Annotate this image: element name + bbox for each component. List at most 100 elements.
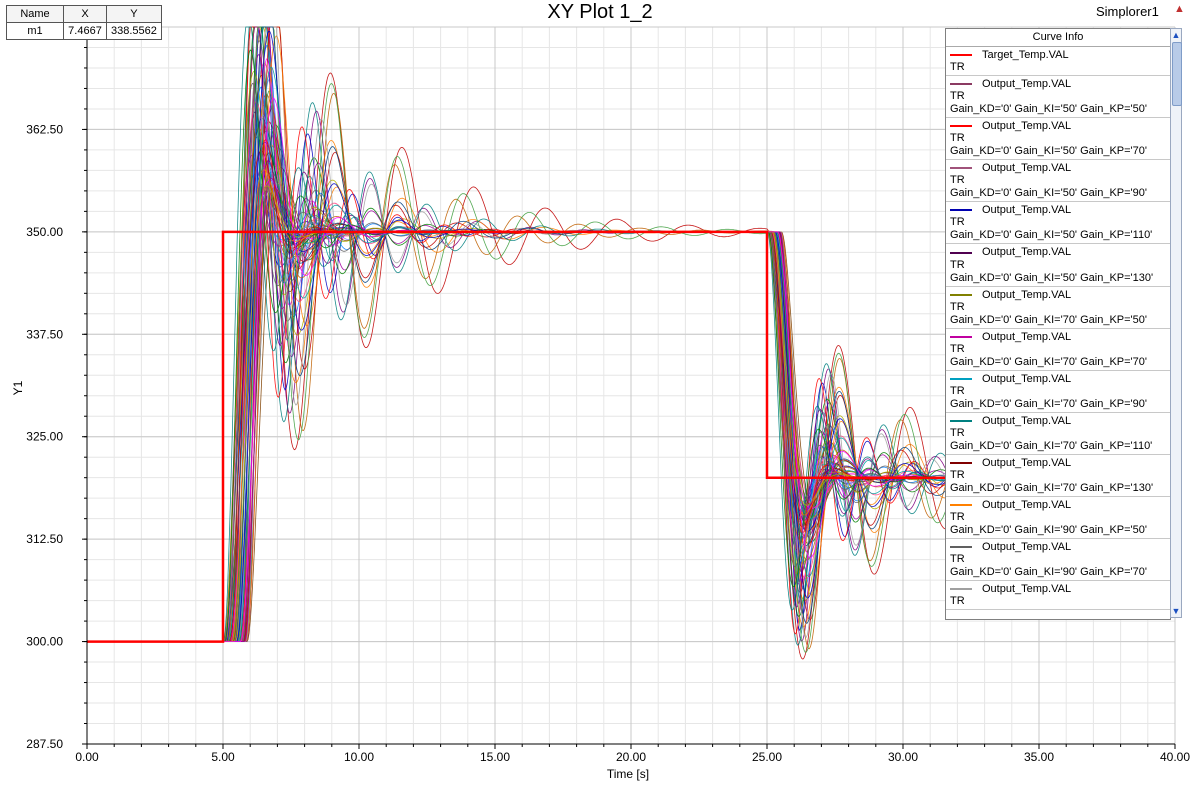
legend-curve-name: Output_Temp.VAL: [982, 414, 1072, 427]
legend-curve-name: Output_Temp.VAL: [982, 162, 1072, 175]
legend-entry[interactable]: Output_Temp.VAL TR Gain_KD='0' Gain_KI='90…: [946, 497, 1170, 540]
legend-entry[interactable]: Output_Temp.VAL TR Gain_KD='0' Gain_KI='70…: [946, 371, 1170, 413]
legend-curve-type: TR: [950, 426, 965, 439]
y-tick-label: 350.00: [26, 225, 63, 239]
marker-y: 338.5562: [106, 22, 162, 40]
y-tick-label: 337.50: [26, 327, 63, 341]
curve-info-legend[interactable]: Curve Info Target_Temp.VAL TR Output_Temp.…: [945, 28, 1171, 620]
x-tick-label: 15.00: [480, 750, 510, 764]
legend-scrollbar[interactable]: ▲ ▼: [1170, 28, 1182, 618]
legend-swatch: [950, 335, 972, 338]
legend-curve-name: Output_Temp.VAL: [982, 541, 1072, 554]
x-tick-label: 5.00: [211, 750, 235, 764]
legend-entry[interactable]: Output_Temp.VAL TR Gain_KD='0' Gain_KI='70…: [946, 455, 1170, 498]
legend-curve-name: Output_Temp.VAL: [982, 583, 1072, 596]
y-axis-label: Y1: [11, 380, 25, 395]
legend-curve-params: Gain_KD='0' Gain_KI='70' Gain_KP='110': [950, 439, 1153, 452]
y-tick-label: 362.50: [26, 122, 63, 136]
legend-entry[interactable]: Output_Temp.VAL TR Gain_KD='0' Gain_KI='90…: [946, 539, 1170, 582]
marker-table[interactable]: Name X Y m1 7.4667 338.5562: [6, 5, 162, 40]
marker-x: 7.4667: [63, 22, 107, 40]
legend-curve-params: Gain_KD='0' Gain_KI='90' Gain_KP='50': [950, 524, 1147, 537]
legend-swatch: [950, 293, 972, 296]
legend-curve-name: Target_Temp.VAL: [982, 49, 1069, 62]
legend-entry[interactable]: Output_Temp.VAL TR Gain_KD='0' Gain_KI='50…: [946, 244, 1170, 287]
legend-entries: Target_Temp.VAL TR Output_Temp.VAL TR Gain_K…: [946, 47, 1170, 611]
legend-curve-type: TR: [950, 595, 965, 608]
marker-header-y: Y: [106, 5, 162, 23]
legend-curve-name: Output_Temp.VAL: [982, 246, 1072, 259]
legend-curve-type: TR: [950, 469, 965, 482]
legend-curve-name: Output_Temp.VAL: [982, 120, 1072, 133]
legend-curve-params: Gain_KD='0' Gain_KI='90' Gain_KP='70': [950, 566, 1147, 579]
legend-entry[interactable]: Output_Temp.VAL TR Gain_KD='0' Gain_KI='50…: [946, 76, 1170, 119]
legend-entry[interactable]: Output_Temp.VAL TR Gain_KD='0' Gain_KI='70…: [946, 287, 1170, 329]
legend-entry[interactable]: Output_Temp.VAL TR Gain_KD='0' Gain_KI='50…: [946, 202, 1170, 245]
x-tick-label: 25.00: [752, 750, 782, 764]
legend-curve-type: TR: [950, 342, 965, 355]
marker-header-name: Name: [6, 5, 64, 23]
legend-swatch: [950, 462, 972, 465]
legend-curve-params: Gain_KD='0' Gain_KI='70' Gain_KP='130': [950, 482, 1154, 495]
scroll-thumb[interactable]: [1172, 42, 1182, 106]
legend-curve-type: TR: [950, 90, 965, 103]
marker-name[interactable]: m1: [6, 22, 64, 40]
legend-curve-name: Output_Temp.VAL: [982, 499, 1072, 512]
legend-curve-name: Output_Temp.VAL: [982, 288, 1072, 301]
legend-swatch: [950, 54, 972, 57]
legend-curve-name: Output_Temp.VAL: [982, 78, 1072, 91]
legend-curve-name: Output_Temp.VAL: [982, 457, 1072, 470]
legend-entry[interactable]: Target_Temp.VAL TR: [946, 47, 1170, 77]
legend-swatch: [950, 167, 972, 170]
legend-entry[interactable]: Output_Temp.VAL TR: [946, 581, 1170, 611]
legend-swatch: [950, 83, 972, 86]
marker-header-x: X: [63, 5, 107, 23]
legend-entry[interactable]: Output_Temp.VAL TR Gain_KD='0' Gain_KI='70…: [946, 329, 1170, 371]
legend-curve-type: TR: [950, 258, 965, 271]
tick-labels: 0.00 5.00 10.00 15.00 20.00 25.00 30.00 35.00 40…: [26, 122, 1190, 764]
legend-curve-params: Gain_KD='0' Gain_KI='50' Gain_KP='50': [950, 103, 1147, 116]
scroll-up-icon[interactable]: ▲: [1171, 30, 1181, 40]
legend-curve-params: Gain_KD='0' Gain_KI='50' Gain_KP='110': [950, 229, 1153, 242]
legend-swatch: [950, 377, 972, 380]
legend-curve-params: Gain_KD='0' Gain_KI='70' Gain_KP='90': [950, 397, 1147, 410]
legend-curve-type: TR: [950, 216, 965, 229]
legend-entry[interactable]: Output_Temp.VAL TR Gain_KD='0' Gain_KI='50…: [946, 160, 1170, 203]
legend-curve-type: TR: [950, 132, 965, 145]
legend-entry[interactable]: Output_Temp.VAL TR Gain_KD='0' Gain_KI='50…: [946, 118, 1170, 161]
legend-swatch: [950, 251, 972, 254]
plot-axes: [82, 26, 1176, 749]
legend-swatch: [950, 588, 972, 591]
legend-curve-type: TR: [950, 300, 965, 313]
legend-curve-type: TR: [950, 384, 965, 397]
x-tick-label: 10.00: [344, 750, 374, 764]
target-curve: [87, 230, 1175, 643]
design-name: Simplorer1: [1096, 4, 1159, 19]
legend-swatch: [950, 419, 972, 422]
x-tick-label: 0.00: [75, 750, 99, 764]
y-tick-label: 287.50: [26, 737, 63, 751]
legend-curve-params: Gain_KD='0' Gain_KI='50' Gain_KP='130': [950, 271, 1154, 284]
legend-swatch: [950, 209, 972, 212]
legend-curve-name: Output_Temp.VAL: [982, 204, 1072, 217]
legend-entry[interactable]: Output_Temp.VAL TR Gain_KD='0' Gain_KI='70…: [946, 413, 1170, 455]
legend-curve-params: Gain_KD='0' Gain_KI='50' Gain_KP='70': [950, 145, 1147, 158]
legend-curve-type: TR: [950, 511, 965, 524]
x-tick-label: 20.00: [616, 750, 646, 764]
x-axis-label: Time [s]: [607, 767, 649, 781]
scroll-down-icon[interactable]: ▼: [1171, 606, 1181, 616]
legend-title: Curve Info: [946, 29, 1170, 47]
legend-curve-name: Output_Temp.VAL: [982, 330, 1072, 343]
x-tick-label: 40.00: [1160, 750, 1190, 764]
legend-curve-params: Gain_KD='0' Gain_KI='70' Gain_KP='70': [950, 355, 1147, 368]
legend-curve-type: TR: [950, 174, 965, 187]
legend-swatch: [950, 125, 972, 128]
y-tick-label: 300.00: [26, 635, 63, 649]
legend-curve-type: TR: [950, 553, 965, 566]
legend-curve-name: Output_Temp.VAL: [982, 372, 1072, 385]
plot-title: XY Plot 1_2: [547, 1, 653, 23]
legend-curve-params: Gain_KD='0' Gain_KI='70' Gain_KP='50': [950, 313, 1147, 326]
legend-swatch: [950, 504, 972, 507]
legend-curve-params: Gain_KD='0' Gain_KI='50' Gain_KP='90': [950, 187, 1147, 200]
target-temp-curve: [87, 230, 1175, 643]
